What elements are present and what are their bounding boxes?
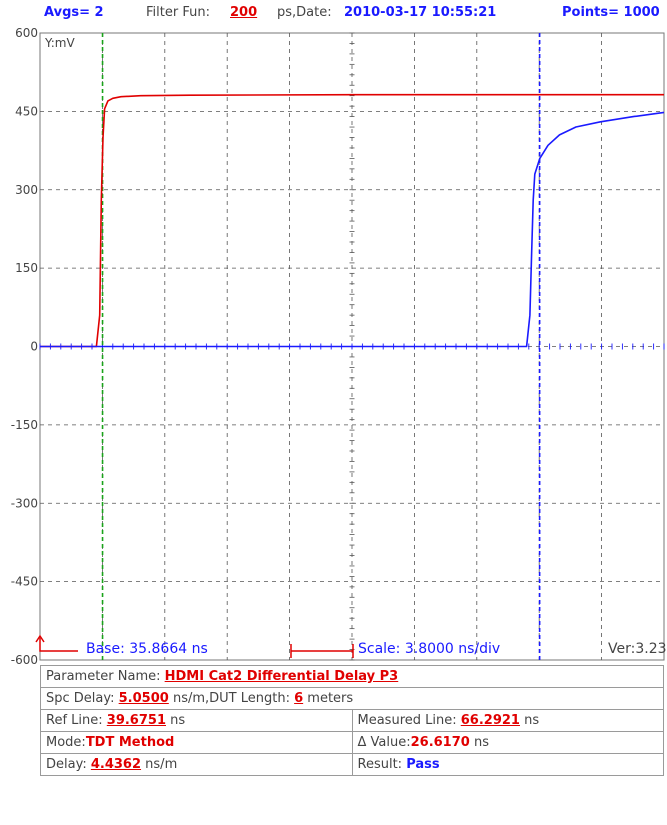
table-row: Delay: 4.4362 ns/m Result: Pass [40, 753, 664, 776]
parameter-table: Parameter Name: HDMI Cat2 Differential D… [40, 665, 664, 776]
y-axis: 600 450 300 150 0 -150 -300 -450 -600 [11, 26, 38, 665]
delay-label: Delay: [46, 757, 87, 772]
spc-delay-cell: Spc Delay: 5.0500 ns/m,DUT Length: 6 met… [40, 687, 664, 710]
mode-cell: Mode:TDT Method [40, 731, 353, 754]
y-tick-label: 600 [15, 26, 38, 40]
y-tick-label: -150 [11, 418, 38, 432]
y-tick-label: 450 [15, 104, 38, 118]
measured-line-value[interactable]: 66.2921 [460, 713, 520, 728]
y-tick-label: 150 [15, 261, 38, 275]
version-label: Ver:3.23 [608, 641, 667, 657]
y-tick-label: 0 [30, 340, 38, 354]
delta-value-unit: ns [473, 735, 489, 750]
parameter-name-value[interactable]: HDMI Cat2 Differential Delay P3 [164, 669, 399, 684]
ref-line-label: Ref Line: [46, 713, 103, 728]
y-tick-label: -450 [11, 575, 38, 589]
base-arrow[interactable] [35, 634, 78, 652]
scale-arrow[interactable] [290, 644, 354, 658]
result-label: Result: [357, 757, 403, 772]
spc-delay-label: Spc Delay: [46, 691, 115, 706]
ref-line-unit: ns [170, 713, 186, 728]
waveform-chart: 600 450 300 150 0 -150 -300 -450 -600 Y:mV [11, 26, 665, 665]
delay-unit: ns/m [145, 757, 178, 772]
date-value: 2010-03-17 10:55:21 [344, 5, 497, 20]
y-axis-label: Y:mV [44, 36, 75, 50]
ref-line-cell: Ref Line: 39.6751 ns [40, 709, 353, 732]
filter-fun-label: Filter Fun: [146, 5, 210, 20]
base-label: Base: 35.8664 ns [86, 641, 208, 657]
series-group [40, 93, 665, 348]
result-cell: Result: Pass [351, 753, 664, 776]
ref-line-value[interactable]: 39.6751 [106, 713, 166, 728]
date-label: ps,Date: [277, 5, 332, 20]
delta-value-cell: Δ Value:26.6170 ns [351, 731, 664, 754]
red-series-line [40, 93, 664, 348]
table-row: Mode:TDT Method Δ Value:26.6170 ns [40, 731, 664, 754]
measured-line-unit: ns [524, 713, 540, 728]
delta-value-label: Δ Value: [357, 735, 411, 750]
y-tick-label: -300 [11, 496, 38, 510]
measured-line-label: Measured Line: [357, 713, 457, 728]
measured-line-cell: Measured Line: 66.2921 ns [351, 709, 664, 732]
y-tick-label: 300 [15, 183, 38, 197]
mode-label: Mode: [46, 735, 86, 750]
filter-fun-value[interactable]: 200 [230, 5, 258, 20]
spc-delay-value[interactable]: 5.0500 [118, 691, 169, 706]
parameter-name-cell: Parameter Name: HDMI Cat2 Differential D… [40, 665, 664, 688]
table-row: Spc Delay: 5.0500 ns/m,DUT Length: 6 met… [40, 687, 664, 710]
dut-length-unit: meters [307, 691, 354, 706]
points-label: Points= 1000 [562, 5, 660, 20]
y-tick-label: -600 [11, 653, 38, 665]
parameter-name-label: Parameter Name: [46, 669, 161, 684]
delay-value: 4.4362 [90, 757, 142, 772]
delay-cell: Delay: 4.4362 ns/m [40, 753, 353, 776]
scale-label: Scale: 3.8000 ns/div [358, 641, 501, 657]
dut-length-value[interactable]: 6 [294, 691, 304, 706]
blue-series-line [40, 111, 665, 348]
avgs-label: Avgs= 2 [44, 5, 104, 20]
spc-delay-unit: ns/m,DUT Length: [172, 691, 290, 706]
result-value: Pass [406, 757, 440, 772]
mode-value[interactable]: TDT Method [85, 735, 175, 750]
delta-value: 26.6170 [410, 735, 470, 750]
table-row: Ref Line: 39.6751 ns Measured Line: 66.2… [40, 709, 664, 732]
table-row: Parameter Name: HDMI Cat2 Differential D… [40, 665, 664, 688]
